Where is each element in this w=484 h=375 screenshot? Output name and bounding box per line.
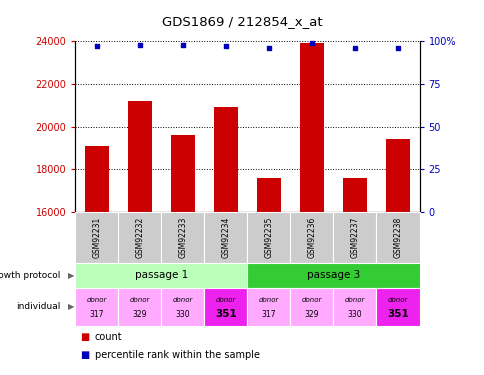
Text: 329: 329 <box>132 310 147 319</box>
Point <box>179 42 186 48</box>
Text: ▶: ▶ <box>67 302 74 311</box>
Bar <box>128 101 151 212</box>
Text: 330: 330 <box>347 310 362 319</box>
Text: ▶: ▶ <box>67 271 74 280</box>
Text: 317: 317 <box>261 310 275 319</box>
Text: donor: donor <box>258 297 278 303</box>
Text: donor: donor <box>387 297 408 303</box>
Text: GDS1869 / 212854_x_at: GDS1869 / 212854_x_at <box>162 15 322 28</box>
Point <box>222 44 229 50</box>
Point <box>393 45 401 51</box>
Text: GSM92232: GSM92232 <box>135 217 144 258</box>
Text: passage 1: passage 1 <box>135 270 187 280</box>
Text: GSM92234: GSM92234 <box>221 216 230 258</box>
Text: ■: ■ <box>80 332 89 342</box>
Text: donor: donor <box>86 297 106 303</box>
Text: donor: donor <box>215 297 236 303</box>
Bar <box>85 146 108 212</box>
Text: individual: individual <box>16 302 60 311</box>
Text: GSM92237: GSM92237 <box>350 216 359 258</box>
Text: 317: 317 <box>89 310 104 319</box>
Text: 351: 351 <box>386 309 408 319</box>
Text: ■: ■ <box>80 350 89 360</box>
Text: donor: donor <box>172 297 193 303</box>
Text: donor: donor <box>129 297 150 303</box>
Text: percentile rank within the sample: percentile rank within the sample <box>94 350 259 360</box>
Text: GSM92236: GSM92236 <box>307 216 316 258</box>
Text: 329: 329 <box>304 310 318 319</box>
Point <box>136 42 143 48</box>
Text: count: count <box>94 332 122 342</box>
Text: donor: donor <box>301 297 321 303</box>
Bar <box>170 135 194 212</box>
Bar <box>213 107 237 212</box>
Point <box>264 45 272 51</box>
Bar <box>342 178 366 212</box>
Text: GSM92238: GSM92238 <box>393 217 402 258</box>
Text: donor: donor <box>344 297 364 303</box>
Text: GSM92235: GSM92235 <box>264 216 273 258</box>
Bar <box>385 140 409 212</box>
Bar <box>300 44 323 212</box>
Text: passage 3: passage 3 <box>306 270 359 280</box>
Bar <box>257 178 280 212</box>
Text: 330: 330 <box>175 310 190 319</box>
Text: GSM92233: GSM92233 <box>178 216 187 258</box>
Text: growth protocol: growth protocol <box>0 271 60 280</box>
Text: GSM92231: GSM92231 <box>92 217 101 258</box>
Point <box>92 44 100 50</box>
Text: 351: 351 <box>214 309 236 319</box>
Point <box>307 40 315 46</box>
Point <box>350 45 358 51</box>
